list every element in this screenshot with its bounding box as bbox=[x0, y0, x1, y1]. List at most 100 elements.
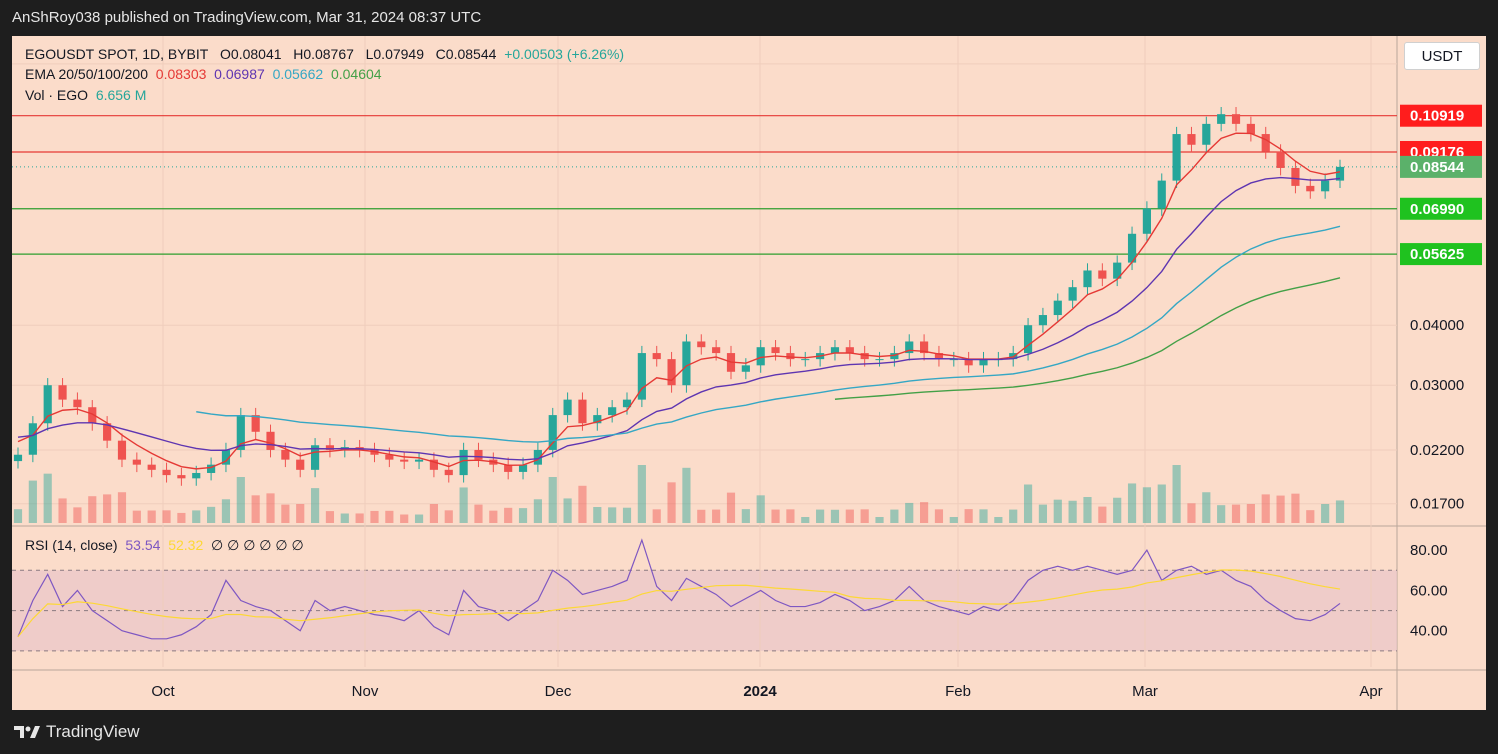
price-tick-label: 0.02200 bbox=[1410, 442, 1464, 459]
ema100-value: 0.05662 bbox=[272, 66, 324, 82]
volume-bar bbox=[251, 495, 260, 523]
price-tick-label: 0.03000 bbox=[1410, 377, 1464, 394]
candle-body bbox=[801, 359, 810, 361]
candle-body bbox=[1231, 114, 1241, 124]
time-tick-label: Apr bbox=[1359, 683, 1382, 700]
candle-body bbox=[1038, 315, 1048, 326]
volume-bar bbox=[1068, 500, 1077, 523]
candle-body bbox=[444, 469, 453, 476]
volume-bar bbox=[162, 510, 171, 523]
candle-body bbox=[949, 359, 958, 361]
currency-button[interactable]: USDT bbox=[1404, 42, 1480, 70]
legend-high: 0.08767 bbox=[303, 46, 354, 62]
candle-body bbox=[860, 353, 869, 360]
candle-body bbox=[1098, 270, 1107, 279]
candle-body bbox=[43, 385, 52, 424]
volume-bar bbox=[340, 513, 349, 523]
ema50-line bbox=[17, 176, 1341, 461]
candle-body bbox=[400, 459, 409, 462]
candle-body bbox=[1142, 208, 1151, 234]
ema50-value: 0.06987 bbox=[214, 66, 265, 82]
volume-bar bbox=[236, 477, 245, 523]
volume-bar bbox=[1291, 493, 1300, 523]
volume-bar bbox=[385, 510, 394, 523]
candle-body bbox=[875, 359, 884, 361]
candle-body bbox=[622, 399, 632, 408]
candle-body bbox=[1291, 167, 1300, 186]
candle-body bbox=[593, 415, 602, 424]
candle-body bbox=[1306, 185, 1315, 192]
volume-bar bbox=[622, 507, 632, 523]
candle-body bbox=[1068, 287, 1077, 301]
candle-body bbox=[117, 440, 127, 460]
volume-bar bbox=[964, 509, 973, 523]
volume-bar bbox=[741, 509, 750, 523]
candle-body bbox=[578, 399, 587, 424]
volume-bar bbox=[1187, 503, 1196, 523]
candle-body bbox=[429, 459, 438, 470]
volume-bar bbox=[890, 509, 899, 523]
price-level-label: 0.05625 bbox=[1410, 246, 1464, 263]
candle-body bbox=[771, 347, 780, 354]
volume-bar bbox=[637, 465, 646, 523]
candle-body bbox=[682, 341, 691, 386]
volume-bar bbox=[1142, 487, 1151, 523]
volume-bar bbox=[474, 504, 483, 523]
volume-bar bbox=[860, 509, 869, 523]
volume-bar bbox=[1113, 497, 1122, 523]
volume-bar bbox=[1038, 504, 1048, 523]
candle-body bbox=[1157, 180, 1166, 209]
candle-body bbox=[73, 399, 82, 408]
candle-body bbox=[637, 353, 646, 400]
candle-body bbox=[1202, 123, 1211, 145]
candle-body bbox=[845, 347, 854, 354]
volume-bar bbox=[73, 507, 82, 523]
candle-body bbox=[1261, 134, 1270, 152]
volume-bar bbox=[816, 509, 825, 523]
rsi-line bbox=[17, 538, 1341, 640]
legend-low: 0.07949 bbox=[373, 46, 424, 62]
candle-body bbox=[147, 464, 156, 470]
candle-body bbox=[385, 454, 394, 460]
candle-body bbox=[1172, 134, 1181, 181]
legend-c-label: C bbox=[435, 46, 446, 62]
candle-body bbox=[1187, 134, 1196, 145]
legend-rsi: RSI (14, close) 53.54 52.32 ∅ ∅ ∅ ∅ ∅ ∅ bbox=[25, 537, 304, 554]
volume-bar bbox=[667, 482, 676, 523]
candle-body bbox=[890, 353, 899, 360]
candle-body bbox=[697, 341, 706, 348]
time-tick-label: 2024 bbox=[743, 683, 777, 700]
rsi-tick-label: 40.00 bbox=[1410, 623, 1448, 640]
volume-bar bbox=[771, 509, 780, 523]
candle-body bbox=[504, 464, 513, 472]
volume-bar bbox=[1083, 497, 1092, 523]
volume-bar bbox=[830, 509, 840, 523]
candle-body bbox=[177, 475, 186, 479]
volume-bar bbox=[726, 492, 736, 523]
candles bbox=[13, 106, 1345, 523]
candle-body bbox=[830, 347, 840, 354]
candle-body bbox=[132, 459, 141, 465]
volume-bar bbox=[192, 510, 201, 523]
candle-body bbox=[979, 359, 988, 366]
candle-body bbox=[1276, 151, 1285, 168]
rsi-ma-value: 52.32 bbox=[168, 537, 204, 553]
candle-body bbox=[325, 445, 335, 450]
legend-symbol: EGOUSDT SPOT, 1D, BYBIT bbox=[25, 46, 209, 62]
volume-bar bbox=[504, 507, 513, 523]
volume-bar bbox=[533, 499, 542, 523]
volume-bar bbox=[712, 509, 721, 523]
ema-label: EMA 20/50/100/200 bbox=[25, 66, 148, 82]
candle-body bbox=[934, 353, 944, 360]
time-tick-label: Dec bbox=[545, 683, 572, 700]
legend-l-label: L bbox=[365, 46, 374, 62]
price-level-label: 0.10919 bbox=[1410, 108, 1464, 125]
publisher-bar: AnShRoy038 published on TradingView.com,… bbox=[0, 0, 1498, 36]
volume-bar bbox=[608, 507, 617, 523]
volume-bar bbox=[489, 510, 498, 523]
vol-value: 6.656 M bbox=[95, 87, 147, 103]
candle-body bbox=[548, 415, 557, 450]
candle-body bbox=[266, 431, 275, 450]
candle-body bbox=[1113, 262, 1122, 279]
